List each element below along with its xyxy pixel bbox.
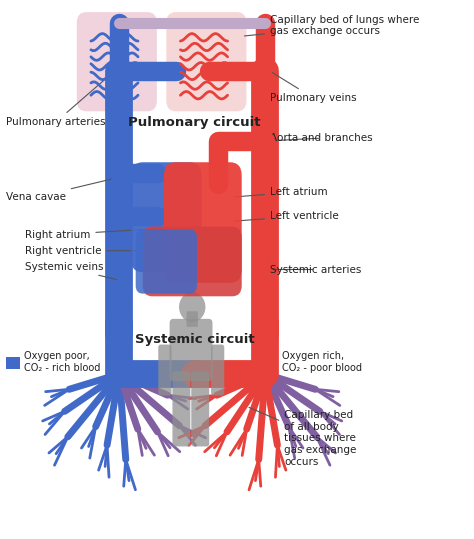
Text: Systemic circuit: Systemic circuit: [135, 333, 255, 345]
Text: Left ventricle: Left ventricle: [235, 211, 339, 221]
Text: Vena cavae: Vena cavae: [6, 179, 112, 202]
Text: Right ventricle: Right ventricle: [25, 246, 145, 255]
Text: Pulmonary circuit: Pulmonary circuit: [128, 115, 261, 128]
Text: Systemic arteries: Systemic arteries: [270, 265, 361, 274]
FancyBboxPatch shape: [164, 162, 242, 283]
Text: Oxygen poor,
CO₂ - rich blood: Oxygen poor, CO₂ - rich blood: [24, 351, 100, 372]
Text: Capillary bed
of all body
tissues where
gas exchange
occurs: Capillary bed of all body tissues where …: [249, 407, 356, 467]
FancyBboxPatch shape: [136, 229, 197, 294]
Text: Capillary bed of lungs where
gas exchange occurs: Capillary bed of lungs where gas exchang…: [245, 15, 419, 36]
Text: Right atrium: Right atrium: [25, 230, 145, 240]
Text: Aorta and branches: Aorta and branches: [270, 133, 373, 143]
FancyBboxPatch shape: [77, 12, 157, 112]
Text: Pulmonary arteries: Pulmonary arteries: [6, 73, 112, 127]
FancyBboxPatch shape: [173, 371, 191, 446]
Text: Pulmonary veins: Pulmonary veins: [270, 73, 356, 103]
FancyBboxPatch shape: [191, 371, 209, 446]
FancyBboxPatch shape: [166, 12, 246, 112]
Circle shape: [179, 292, 205, 322]
FancyBboxPatch shape: [211, 344, 224, 396]
FancyBboxPatch shape: [6, 357, 20, 369]
Text: Systemic veins: Systemic veins: [25, 262, 117, 280]
Text: Oxygen rich,
CO₂ - poor blood: Oxygen rich, CO₂ - poor blood: [282, 351, 362, 372]
FancyBboxPatch shape: [131, 162, 201, 272]
FancyBboxPatch shape: [187, 312, 198, 327]
FancyBboxPatch shape: [143, 226, 242, 296]
FancyBboxPatch shape: [263, 357, 277, 369]
Text: Left atrium: Left atrium: [235, 186, 328, 197]
FancyBboxPatch shape: [158, 344, 172, 396]
FancyBboxPatch shape: [170, 319, 212, 381]
